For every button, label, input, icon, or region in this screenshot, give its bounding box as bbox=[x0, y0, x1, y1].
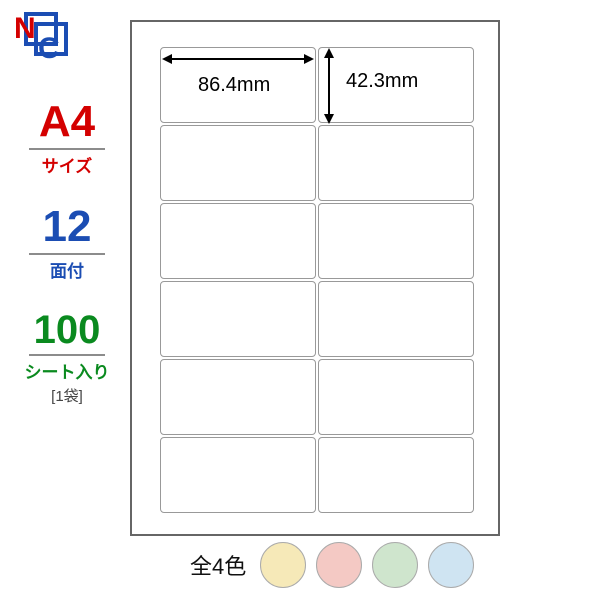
color-options: 全4色 bbox=[190, 542, 474, 588]
spec-size: A4 サイズ bbox=[12, 100, 122, 177]
spec-size-small: サイズ bbox=[12, 152, 122, 177]
width-dimension-label: 86.4mm bbox=[198, 74, 270, 97]
spec-faces-small: 面付 bbox=[12, 257, 122, 282]
swatch-blue bbox=[428, 542, 474, 588]
spec-sheets: 100 シート入り [1袋] bbox=[12, 310, 122, 406]
label-cell bbox=[318, 437, 474, 513]
swatch-ivory bbox=[260, 542, 306, 588]
label-grid bbox=[159, 46, 475, 514]
label-sheet-diagram: 86.4mm 42.3mm bbox=[130, 20, 500, 536]
swatch-green bbox=[372, 542, 418, 588]
color-options-label: 全4色 bbox=[190, 549, 246, 581]
spec-sheets-sub: [1袋] bbox=[12, 385, 122, 406]
spec-size-big: A4 bbox=[12, 100, 122, 144]
height-dimension-label: 42.3mm bbox=[346, 70, 418, 93]
logo-n: N bbox=[14, 12, 36, 45]
spec-sheets-big: 100 bbox=[12, 310, 122, 350]
label-cell bbox=[318, 281, 474, 357]
label-cell bbox=[318, 203, 474, 279]
spec-faces-big: 12 bbox=[12, 205, 122, 249]
label-cell bbox=[160, 125, 316, 201]
label-cell bbox=[160, 203, 316, 279]
swatch-pink bbox=[316, 542, 362, 588]
spec-sheets-small: シート入り bbox=[12, 358, 122, 383]
label-cell bbox=[160, 281, 316, 357]
height-dimension-arrow bbox=[328, 50, 330, 122]
width-dimension-arrow bbox=[164, 58, 312, 60]
label-cell bbox=[160, 359, 316, 435]
logo-c: C bbox=[38, 32, 60, 60]
spec-faces: 12 面付 bbox=[12, 205, 122, 282]
label-cell bbox=[160, 437, 316, 513]
brand-logo: N C bbox=[8, 8, 70, 65]
label-cell bbox=[318, 359, 474, 435]
spec-list: A4 サイズ 12 面付 100 シート入り [1袋] bbox=[12, 100, 122, 434]
label-cell bbox=[318, 125, 474, 201]
